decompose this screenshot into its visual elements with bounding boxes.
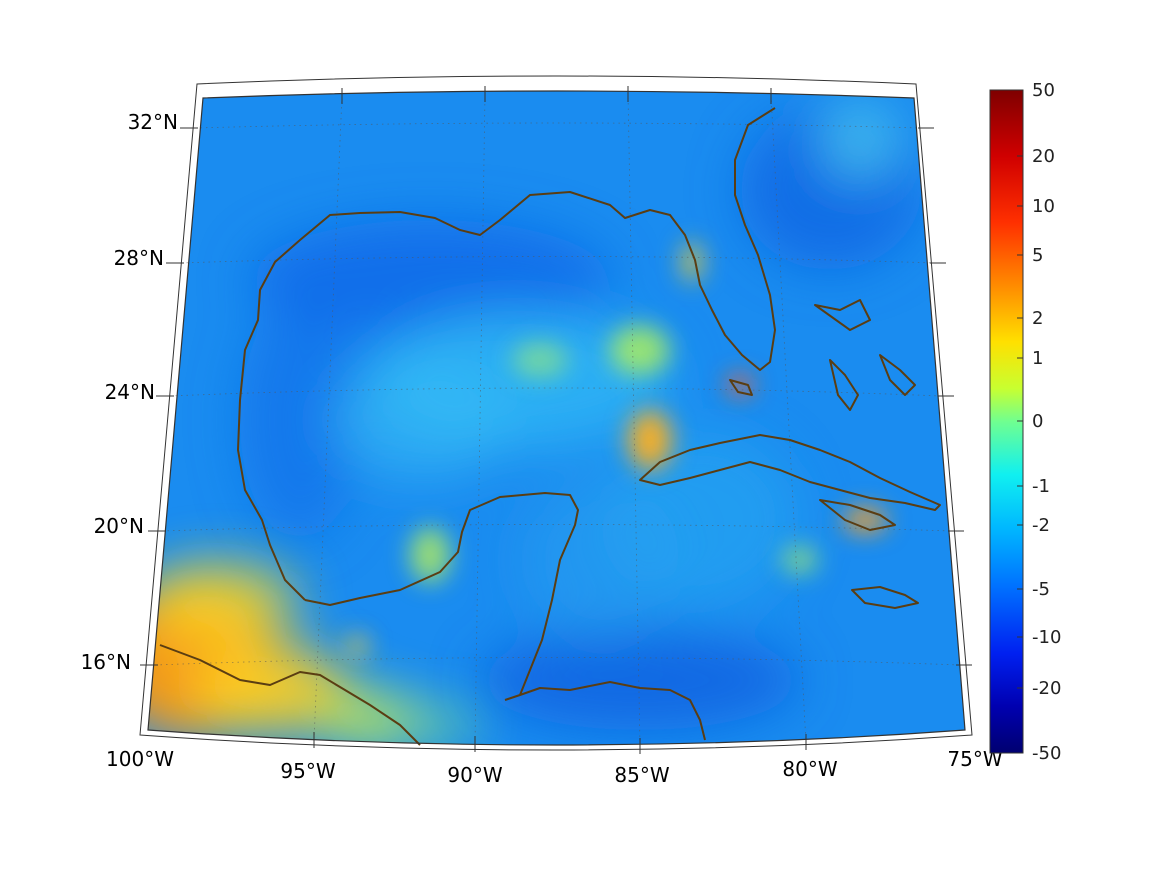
colorbar-tick-label: 20 [1032, 146, 1055, 167]
tick-marks [140, 86, 972, 754]
lon-labels: 100°W 95°W 90°W 85°W 80°W 75°W [106, 747, 1003, 787]
colorbar-tick-label: 5 [1032, 245, 1043, 266]
colorbar-tick-label: 1 [1032, 348, 1043, 369]
lon-label: 85°W [614, 763, 669, 787]
colorbar-tick-label: 10 [1032, 196, 1055, 217]
lon-label: 80°W [782, 757, 837, 781]
graticule [154, 91, 961, 748]
colorbar-tick-label: -1 [1032, 476, 1050, 497]
coastlines [159, 107, 941, 746]
lat-label: 24°N [105, 380, 155, 404]
lat-label: 32°N [128, 110, 178, 134]
colorbar-tick-label: 2 [1032, 308, 1043, 329]
lat-labels: 32°N 28°N 24°N 20°N 16°N [81, 110, 178, 674]
data-field [148, 91, 965, 745]
colorbar-tick-label: -10 [1032, 627, 1061, 648]
colorbar-tick-label: -20 [1032, 678, 1061, 699]
lat-label: 28°N [114, 246, 164, 270]
colorbar-tick-label: 50 [1032, 80, 1055, 101]
map-frame [147, 90, 966, 746]
lon-label: 95°W [280, 759, 335, 783]
lat-label: 20°N [94, 514, 144, 538]
colorbar-tick-label: -50 [1032, 743, 1061, 764]
lon-label: 90°W [447, 763, 502, 787]
lon-label: 100°W [106, 747, 174, 771]
colorbar-tick-label: 0 [1032, 411, 1043, 432]
colorbar-tick-label: -2 [1032, 515, 1050, 536]
map-frame-outer [139, 75, 973, 751]
lat-label: 16°N [81, 650, 131, 674]
colorbar-tick-label: -5 [1032, 579, 1050, 600]
